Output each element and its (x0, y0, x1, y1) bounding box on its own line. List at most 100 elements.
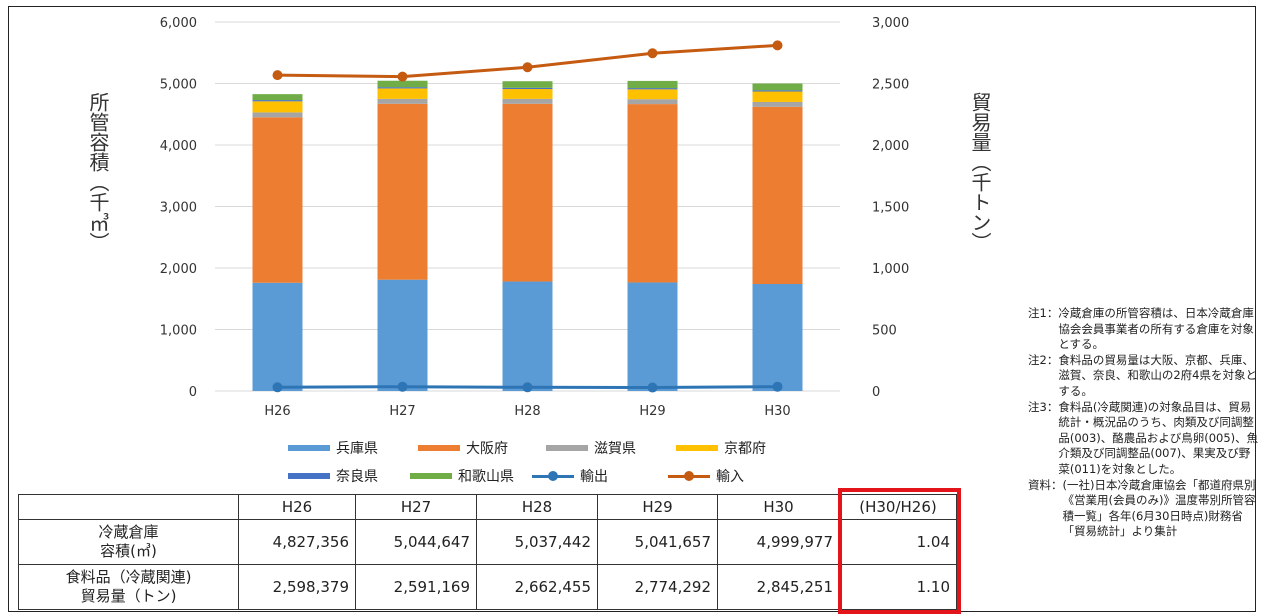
legend-label: 輸入 (716, 469, 744, 485)
legend-item-nara: 奈良県 (288, 466, 378, 486)
row-label-line: 貿易量（トン) (80, 587, 177, 605)
table-header-cell: H27 (355, 494, 477, 520)
row-label-line: 容積(㎥) (100, 542, 157, 560)
legend-item-export: 輸出 (532, 466, 608, 486)
legend-item-wakayama: 和歌山県 (410, 466, 514, 486)
table-cell: 2,774,292 (597, 564, 718, 610)
bar-segment (377, 98, 428, 104)
table-cell: 2,598,379 (238, 564, 356, 610)
bar-segment (627, 89, 678, 100)
x-tick-label: H26 (264, 404, 290, 419)
legend-line (668, 471, 710, 481)
legend-label: 大阪府 (466, 441, 508, 457)
bar-segment (502, 81, 553, 88)
row-label-line: 冷蔵倉庫 (98, 523, 159, 541)
note-label: 注3： (1028, 399, 1059, 414)
table-header-cell: H26 (238, 494, 356, 520)
note-text: 食料品の貿易量は大阪、京都、兵庫、滋賀、奈良、和歌山の2府4県を対象とする。 (1058, 352, 1257, 398)
legend-item-osaka: 大阪府 (418, 438, 508, 458)
table-cell: 4,999,977 (717, 519, 840, 565)
right-tick-label: 1,500 (872, 201, 909, 216)
note-2: 注2： 食料品の貿易量は大阪、京都、兵庫、滋賀、奈良、和歌山の2府4県を対象とす… (1028, 353, 1260, 400)
bar-segment (502, 98, 553, 104)
note-text: 冷蔵倉庫の所管容積は、日本冷蔵倉庫協会会員事業者の所有する倉庫を対象とする。 (1058, 306, 1254, 352)
x-tick-label: H28 (514, 404, 540, 419)
series-point (522, 62, 533, 73)
note-label: 注2： (1028, 352, 1059, 367)
bar-segment (627, 99, 678, 105)
bar-segment (752, 83, 803, 91)
table-header-cell: H29 (597, 494, 718, 520)
row-label: 冷蔵倉庫 容積(㎥) (18, 519, 239, 565)
series-point (397, 381, 408, 392)
table-header-cell: H28 (476, 494, 598, 520)
bar-segment (502, 89, 553, 99)
right-tick-label: 1,000 (872, 262, 909, 277)
left-tick-label: 5,000 (160, 78, 197, 93)
legend-label: 奈良県 (336, 469, 378, 485)
bar-segment (252, 117, 303, 283)
x-tick-label: H30 (764, 404, 790, 419)
legend-label: 滋賀県 (594, 441, 636, 457)
series-point (272, 70, 283, 81)
series-point (522, 382, 533, 393)
table-cell: 2,662,455 (476, 564, 598, 610)
bar-segment (752, 101, 803, 107)
table-cell: 4,827,356 (238, 519, 356, 565)
legend-label: 輸出 (580, 469, 608, 485)
table-header-cell: H30 (717, 494, 840, 520)
bar-segment (627, 282, 678, 391)
table-header-cell: (H30/H26) (839, 494, 957, 520)
table-cell: 2,845,251 (717, 564, 840, 610)
bar-segment (252, 94, 303, 101)
right-tick-label: 2,500 (872, 78, 909, 93)
bar-segment (252, 100, 303, 102)
table-header-row: H26 H27 H28 H29 H30 (H30/H26) (18, 494, 957, 520)
bar-segment (377, 88, 428, 99)
row-label: 食料品（冷蔵関連) 貿易量（トン) (18, 564, 239, 610)
legend-swatch (546, 445, 588, 451)
left-tick-label: 2,000 (160, 262, 197, 277)
left-tick-label: 4,000 (160, 139, 197, 154)
bar-segment (252, 101, 303, 113)
x-tick-label: H27 (389, 404, 415, 419)
summary-table: H26 H27 H28 H29 H30 (H30/H26) 冷蔵倉庫 容積(㎥)… (18, 494, 957, 610)
left-tick-label: 0 (189, 385, 197, 400)
ratio-cell: 1.04 (839, 519, 957, 565)
left-tick-label: 3,000 (160, 201, 197, 216)
bar-segment (752, 91, 803, 102)
bar-segment (752, 106, 803, 284)
bar-segment (377, 87, 428, 89)
x-tick-label: H29 (639, 404, 665, 419)
legend-item-kyoto: 京都府 (676, 438, 766, 458)
left-tick-label: 6,000 (160, 16, 197, 31)
series-point (647, 48, 658, 59)
note-3: 注3： 食料品(冷蔵関連)の対象品目は、貿易統計・概況品のうち、肉類及び同調整品… (1028, 400, 1260, 478)
legend-item-hyogo: 兵庫県 (288, 438, 378, 458)
legend-label: 京都府 (724, 441, 766, 457)
series-point (772, 40, 783, 51)
bar-segment (252, 282, 303, 391)
legend-item-import: 輸入 (668, 466, 744, 486)
left-tick-label: 1,000 (160, 324, 197, 339)
note-source: 資料： (一社)日本冷蔵倉庫協会「都道府県別《営業用(会員のみ)》温度帯別所管容… (1028, 478, 1260, 540)
right-tick-label: 2,000 (872, 139, 909, 154)
legend-item-shiga: 滋賀県 (546, 438, 636, 458)
table-cell: 2,591,169 (355, 564, 477, 610)
bar-segment (502, 87, 553, 90)
legend-label: 和歌山県 (458, 469, 514, 485)
right-axis-label: 貿易量（千トン） (968, 92, 992, 252)
legend-swatch (288, 445, 330, 451)
figure-frame (8, 6, 1256, 612)
legend-label: 兵庫県 (336, 441, 378, 457)
legend-swatch (410, 473, 452, 479)
bar-segment (627, 88, 678, 90)
bar-segment (377, 279, 428, 391)
ratio-cell: 1.10 (839, 564, 957, 610)
table-cell: 5,041,657 (597, 519, 718, 565)
legend-line (532, 471, 574, 481)
series-point (647, 382, 658, 393)
bar-segment (752, 90, 803, 92)
bar-segment (502, 103, 553, 282)
note-label: 注1： (1028, 306, 1059, 320)
